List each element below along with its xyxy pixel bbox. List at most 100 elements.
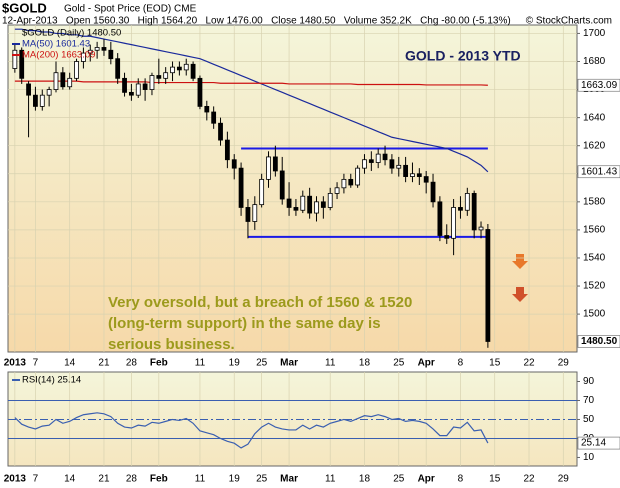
candle-body — [128, 91, 134, 96]
x-tick-label: 11 — [325, 358, 336, 369]
candle-body — [437, 201, 443, 236]
candle-body — [279, 170, 285, 200]
ma-line — [14, 28, 489, 173]
annotation: Very oversold, but a breach of 1560 & 15… — [108, 294, 412, 311]
x-tick-label: 29 — [558, 358, 570, 369]
candle-body — [444, 235, 450, 239]
candle-body — [423, 176, 429, 183]
candle-body — [190, 63, 196, 79]
annotation: (long-term support) in the same day is — [108, 315, 381, 332]
candle-body — [87, 49, 93, 54]
candle-body — [197, 77, 203, 107]
y-tick-label: 1500 — [583, 309, 606, 320]
price-tag — [577, 165, 620, 179]
candle-body — [135, 83, 141, 96]
candle-body — [410, 173, 415, 177]
candle-body — [94, 47, 100, 51]
stats: 12-Apr-2013 Open 1560.30 High 1564.20 Lo… — [2, 16, 511, 27]
y-tick-label: 1560 — [583, 225, 606, 236]
y-tick-label: 1640 — [583, 112, 606, 123]
candle-body — [149, 75, 155, 90]
y-tick-label: 1700 — [583, 28, 606, 39]
candle-body — [293, 207, 299, 211]
x-tick-label: 18 — [359, 474, 371, 485]
price-panel — [7, 24, 578, 353]
candle-body — [396, 164, 402, 169]
candle-body — [53, 72, 59, 90]
price-tag — [577, 78, 620, 92]
x-tick-label: 28 — [126, 358, 138, 369]
candle-body — [81, 52, 86, 62]
candle-body — [334, 187, 340, 194]
candle-body — [458, 207, 463, 211]
candle-body — [375, 153, 381, 163]
arrow — [512, 287, 528, 302]
candle-body — [314, 201, 319, 214]
x-tick-label: 14 — [64, 358, 76, 369]
candle-body — [300, 195, 306, 211]
candle-body — [307, 195, 313, 214]
candle-body — [12, 49, 18, 69]
rsi-line — [14, 412, 489, 449]
x-tick-label: 2013 — [4, 474, 27, 485]
candle-body — [451, 207, 457, 239]
y-tick-label: 10 — [583, 452, 595, 463]
x-tick-label: 2013 — [4, 358, 27, 369]
x-tick-label: Mar — [280, 358, 298, 369]
x-tick-label: Apr — [418, 474, 435, 485]
candle-body — [176, 66, 182, 71]
y-tick-label: 1520 — [583, 281, 606, 292]
candle-body — [485, 229, 491, 342]
candle-body — [122, 77, 127, 93]
x-tick-label: 29 — [558, 474, 570, 485]
chart-title: GOLD - 2013 YTD — [405, 48, 521, 64]
annotation: serious business. — [108, 336, 235, 353]
candle-body — [272, 156, 278, 172]
x-tick-label: Feb — [150, 358, 168, 369]
y-tick-label: 90 — [583, 376, 595, 387]
y-tick-label: 1580 — [583, 196, 606, 207]
x-tick-label: 15 — [489, 358, 501, 369]
candle-body — [19, 49, 25, 79]
candle-body — [286, 198, 292, 208]
price-tag-label: 25.14 — [581, 438, 606, 449]
x-tick-label: 14 — [64, 474, 76, 485]
candle-body — [211, 111, 217, 124]
candle-body — [26, 83, 31, 96]
price-tag-label: 1663.09 — [581, 80, 618, 91]
x-tick-label: 19 — [229, 474, 241, 485]
candle-body — [266, 156, 271, 180]
candle-body — [320, 201, 326, 208]
candle-body — [252, 204, 258, 222]
candle-body — [60, 72, 66, 88]
candle-body — [341, 178, 347, 189]
x-tick-label: 25 — [256, 474, 268, 485]
candle-body — [170, 66, 175, 74]
candle-body — [183, 63, 189, 71]
x-tick-label: Mar — [280, 474, 298, 485]
x-tick-label: 25 — [256, 358, 268, 369]
candle-body — [327, 193, 333, 208]
y-tick-label: 1620 — [583, 140, 606, 151]
x-tick-label: 7 — [33, 474, 39, 485]
x-tick-label: 11 — [195, 474, 206, 485]
price-tag-label: 1480.50 — [581, 336, 618, 347]
symbol: $GOLD — [2, 0, 47, 15]
legend-entry: RSI(14) 25.14 — [22, 375, 81, 386]
candle-body — [362, 159, 367, 169]
x-tick-label: 22 — [523, 358, 535, 369]
y-tick-label: 70 — [583, 395, 595, 406]
legend-entry: MA(200) 1663.09 — [22, 50, 95, 61]
candle-body — [348, 178, 354, 186]
x-tick-label: 25 — [393, 358, 405, 369]
price-tag-label: 1601.43 — [581, 166, 618, 177]
y-tick-label: 1680 — [583, 56, 606, 67]
x-tick-label: 8 — [458, 358, 464, 369]
x-tick-label: 25 — [393, 474, 405, 485]
x-tick-label: Apr — [418, 358, 435, 369]
candle-body — [74, 61, 79, 79]
y-tick-label: 50 — [583, 414, 595, 425]
x-tick-label: Feb — [150, 474, 168, 485]
